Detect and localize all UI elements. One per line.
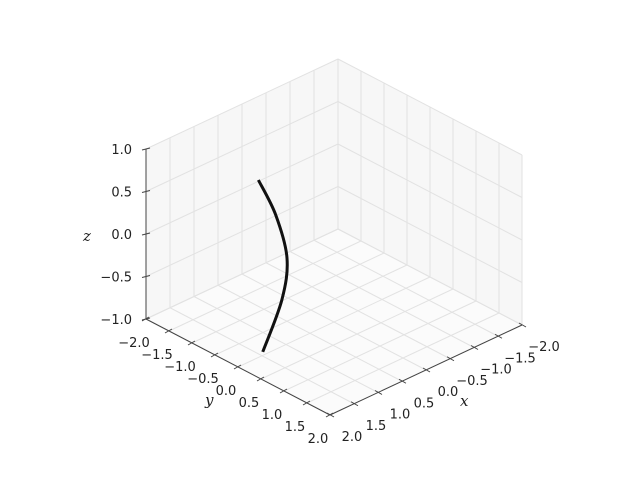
- y-tick-label: 0.5: [239, 396, 260, 411]
- y-tick-label: −1.5: [141, 348, 173, 363]
- gridline-y: [237, 276, 431, 368]
- x-tick: [398, 378, 407, 384]
- gridline-z: [337, 101, 523, 198]
- gridline-z: [337, 143, 523, 241]
- x-tick: [350, 401, 359, 407]
- z-tick: [141, 232, 151, 236]
- x-tick: [470, 345, 479, 350]
- gridline-z: [337, 228, 523, 326]
- z-tick-label: −0.5: [100, 271, 132, 286]
- x-tick: [518, 322, 527, 328]
- series: [257, 179, 289, 353]
- gridline-y: [283, 300, 477, 392]
- z-tick: [141, 317, 151, 321]
- y-tick-label: −1.0: [164, 360, 196, 375]
- gridline-y: [214, 264, 408, 356]
- x-tick-label: −1.0: [480, 363, 512, 378]
- y-tick-label: −2.0: [118, 336, 150, 351]
- y-tick: [187, 340, 196, 346]
- x-tick-label: −0.5: [456, 374, 488, 389]
- gridline-y: [191, 252, 385, 344]
- y-tick: [164, 328, 173, 334]
- y-tick-label: −0.5: [187, 372, 219, 387]
- tick-labels: −2.0−1.5−1.0−0.50.00.51.01.52.0−2.0−1.5−…: [100, 143, 559, 447]
- panes: [146, 59, 522, 415]
- gridline-y: [168, 240, 362, 332]
- series-line: [257, 179, 289, 353]
- x-tick-label: −2.0: [528, 340, 560, 355]
- x-tick: [446, 356, 455, 362]
- x-tick-label: 1.5: [366, 419, 387, 434]
- y-tick-label: 1.5: [285, 420, 306, 435]
- x-tick-label: 0.5: [414, 396, 435, 411]
- z-tick-label: −1.0: [100, 313, 132, 328]
- y-tick-label: 2.0: [308, 432, 329, 447]
- y-tick-label: 1.0: [262, 408, 283, 423]
- z-axis-label: z: [82, 227, 91, 245]
- y-tick-label: 0.0: [216, 384, 237, 399]
- y-tick: [210, 352, 219, 358]
- x-tick: [374, 390, 383, 395]
- z-tick: [141, 190, 151, 193]
- x-tick-label: 2.0: [342, 430, 363, 445]
- x-tick-label: 1.0: [390, 408, 411, 423]
- z-tick-label: 0.5: [111, 186, 132, 201]
- gridline-z: [145, 101, 339, 192]
- gridline-z: [145, 58, 339, 150]
- z-tick-label: 0.0: [111, 228, 132, 243]
- z-tick: [141, 147, 151, 151]
- z-tick-label: 1.0: [111, 143, 132, 158]
- x-axis-label: x: [460, 392, 469, 410]
- gridline-y: [306, 312, 500, 404]
- x-tick-label: −1.5: [504, 351, 536, 366]
- x-tick-label: 0.0: [438, 385, 459, 400]
- y-tick: [302, 400, 311, 406]
- y-tick: [279, 388, 288, 394]
- gridline-z: [145, 143, 339, 235]
- gridline-z: [337, 58, 523, 156]
- y-tick: [233, 364, 242, 370]
- axes: [141, 147, 527, 418]
- x-tick: [494, 333, 503, 339]
- x-tick: [422, 367, 431, 373]
- y-tick: [325, 412, 334, 418]
- gridline-y: [260, 288, 454, 380]
- z-tick: [141, 275, 151, 278]
- gridline-z: [145, 228, 339, 320]
- y-axis-label: y: [204, 391, 214, 409]
- gridline-z: [145, 186, 339, 277]
- gridline-z: [337, 186, 523, 283]
- y-tick: [256, 376, 265, 382]
